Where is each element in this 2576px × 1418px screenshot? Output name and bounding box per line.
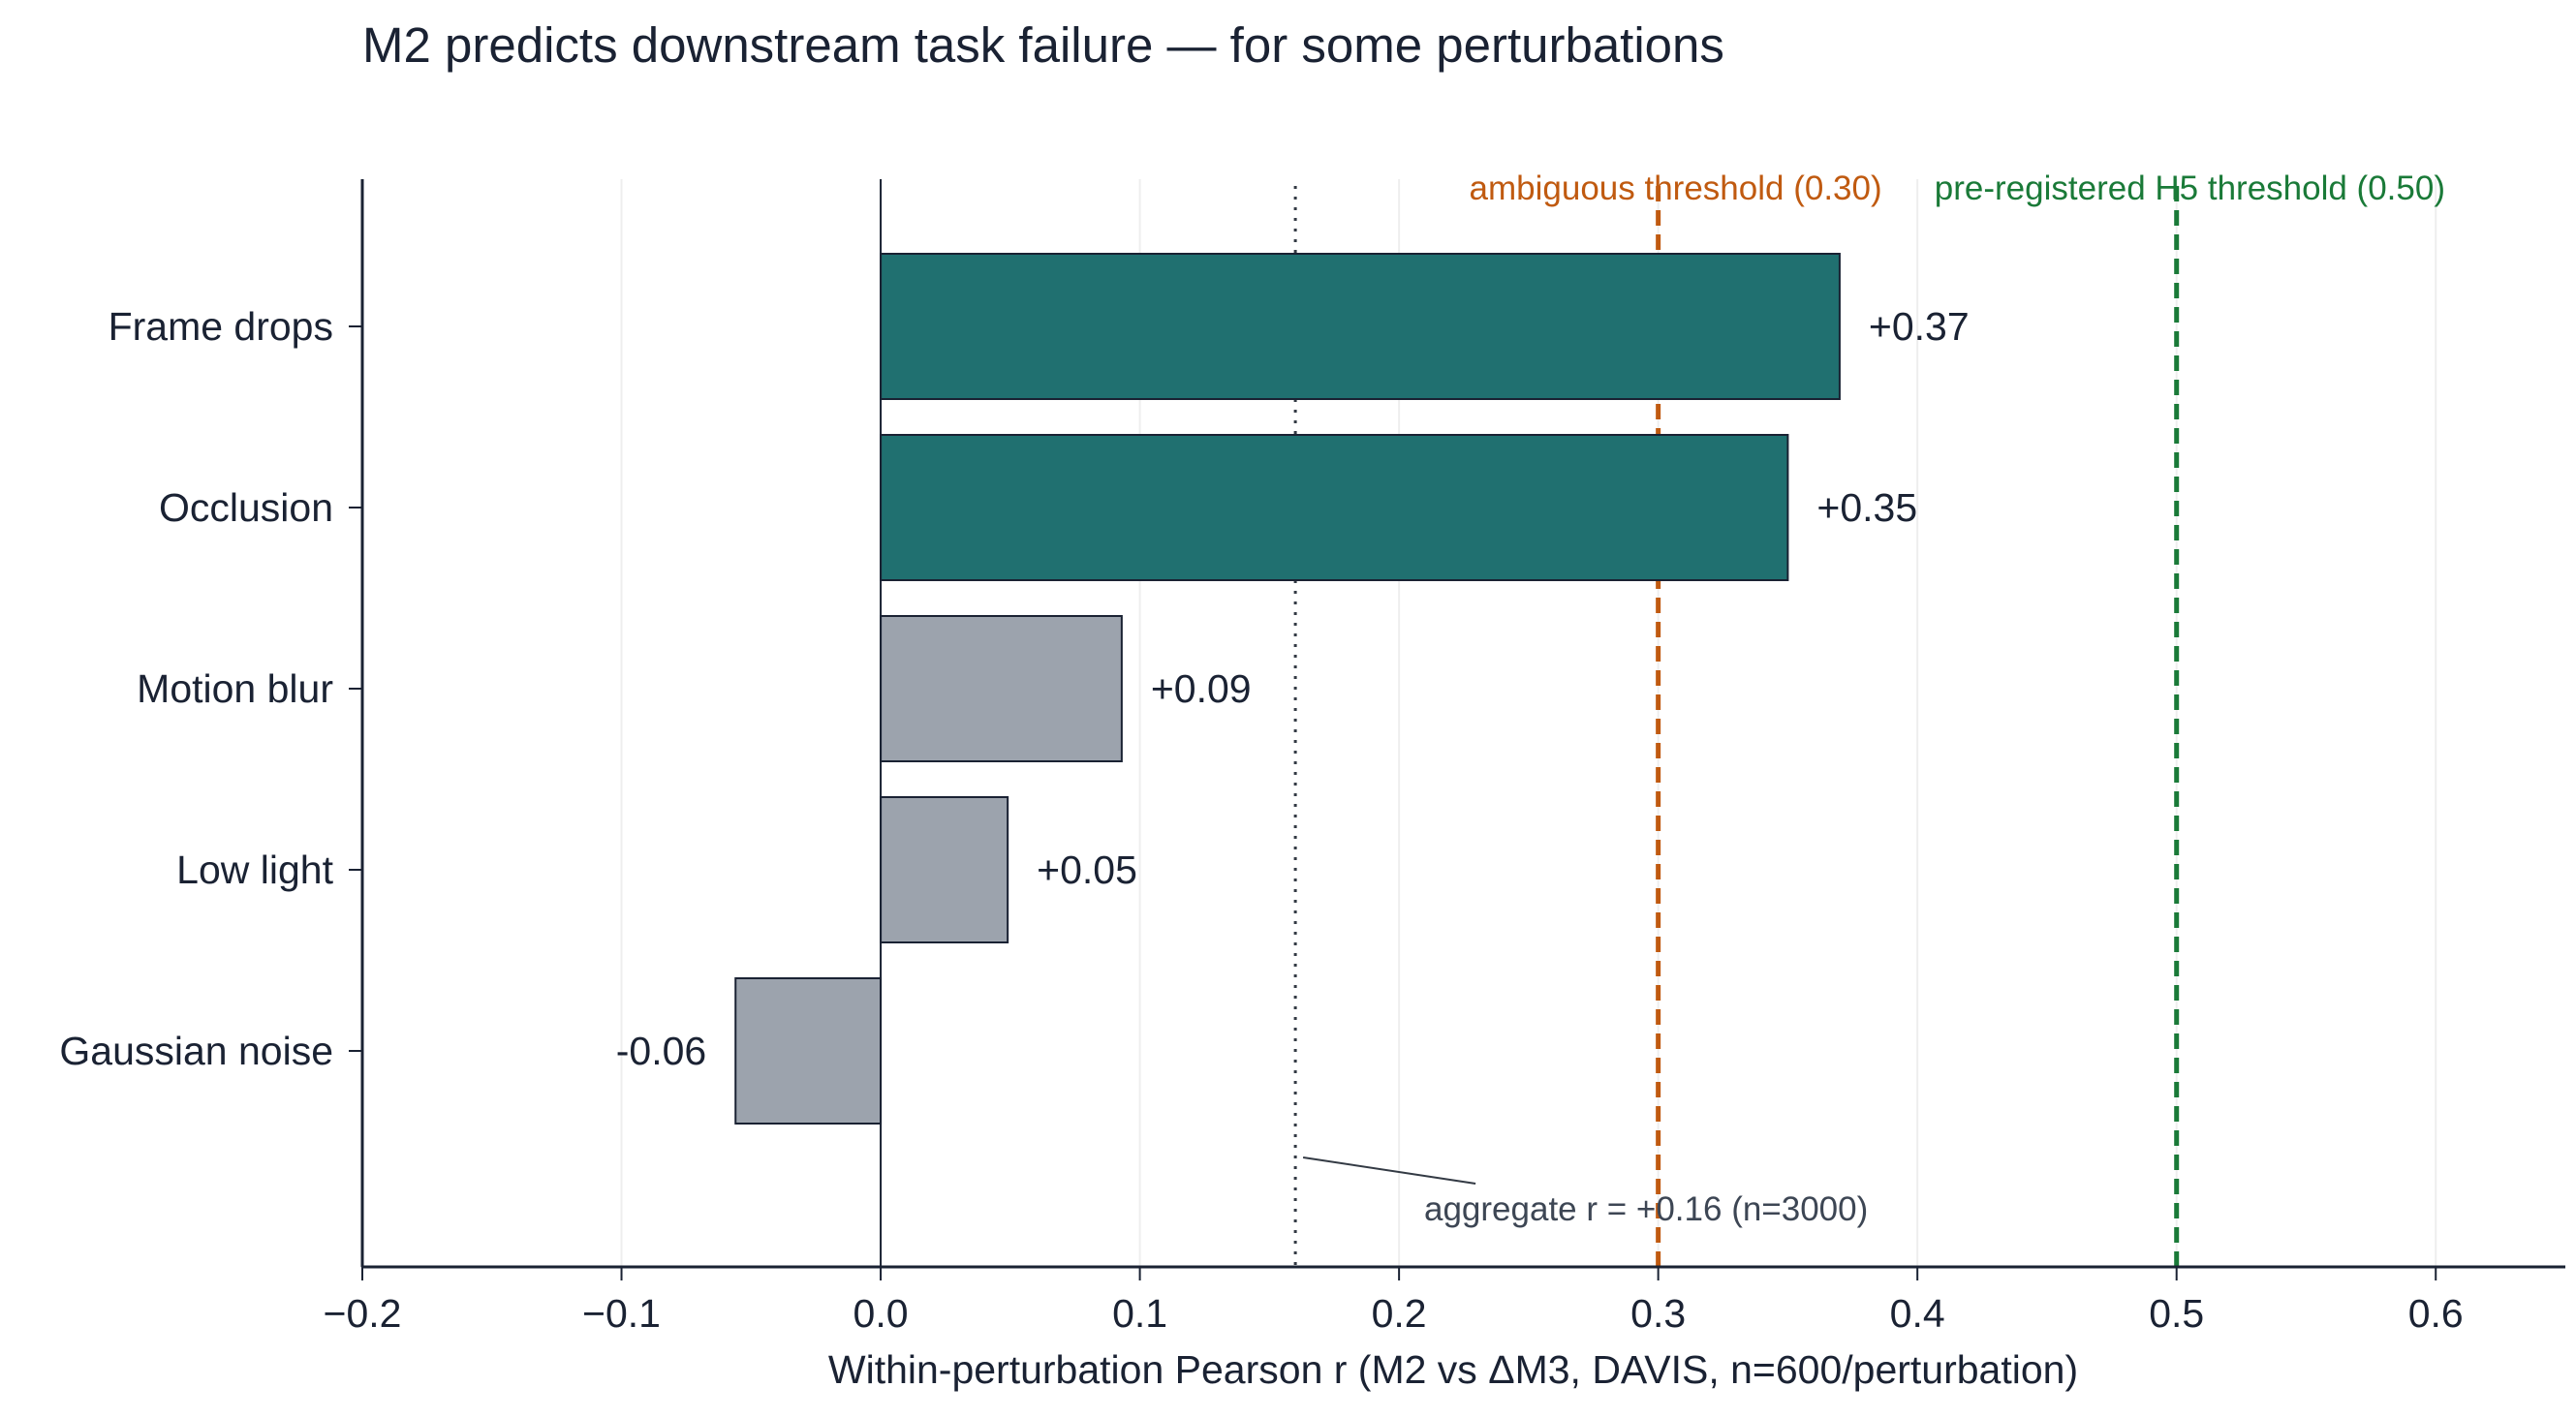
bar-4	[734, 977, 883, 1125]
aggregate-label: aggregate r = +0.16 (n=3000)	[1424, 1190, 1868, 1228]
x-axis-label: Within-perturbation Pearson r (M2 vs ΔM3…	[828, 1347, 2078, 1392]
x-tick-label-2: 0.0	[853, 1291, 909, 1336]
chart-title: M2 predicts downstream task failure — fo…	[362, 17, 1724, 73]
ambiguous-threshold-label: ambiguous threshold (0.30)	[1470, 170, 1882, 207]
bar-value-label-3: +0.05	[1037, 848, 1137, 892]
x-tick-label-5: 0.3	[1630, 1291, 1686, 1336]
bar-layer: +0.37 +0.35 +0.09 +0.05 -0.06	[616, 253, 1970, 1125]
x-tick-label-4: 0.2	[1372, 1291, 1427, 1336]
reference-lines: aggregate r = +0.16 (n=3000) ambiguous th…	[1293, 170, 2445, 1267]
x-tick-label-1: −0.1	[582, 1291, 661, 1336]
category-label-0: Frame drops	[109, 304, 333, 349]
category-label-3: Low light	[176, 848, 333, 892]
category-label-4: Gaussian noise	[59, 1029, 333, 1073]
bar-0	[880, 253, 1841, 400]
x-tick-label-0: −0.2	[324, 1291, 402, 1336]
bar-1	[880, 434, 1789, 581]
category-label-1: Occlusion	[159, 485, 333, 530]
bar-value-label-1: +0.35	[1816, 485, 1917, 530]
x-tick-label-6: 0.4	[1890, 1291, 1945, 1336]
bar-value-label-2: +0.09	[1151, 666, 1252, 711]
bar-value-label-0: +0.37	[1869, 304, 1970, 349]
bar-3	[880, 796, 1009, 943]
aggregate-leader-line	[1302, 1156, 1476, 1185]
bar-2	[880, 615, 1123, 762]
x-tick-label-7: 0.5	[2149, 1291, 2204, 1336]
bar-value-label-4: -0.06	[616, 1029, 706, 1073]
axis-layer: Frame drops Occlusion Motion blur Low light…	[59, 179, 2565, 1336]
category-label-2: Motion blur	[137, 666, 333, 711]
x-tick-label-3: 0.1	[1112, 1291, 1167, 1336]
x-tick-label-8: 0.6	[2408, 1291, 2464, 1336]
h5-threshold-label: pre-registered H5 threshold (0.50)	[1935, 170, 2445, 207]
